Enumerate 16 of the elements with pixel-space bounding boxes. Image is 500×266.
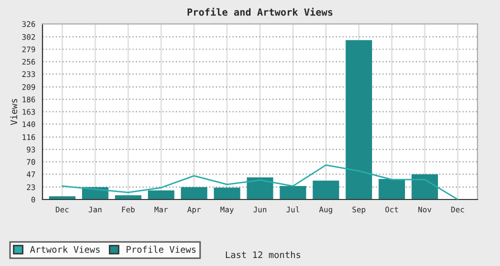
y-axis-title: Views [10,99,18,126]
bar [412,174,438,200]
legend-label: Artwork Views [30,246,100,253]
bar [115,195,142,200]
x-axis-title: Last 12 months [226,251,300,258]
bar [246,177,274,200]
bar [214,188,240,200]
bar [378,179,405,200]
bar [346,40,372,200]
bar [312,180,340,200]
line-series [62,164,458,200]
chart-title: Profile and Artwork Views [188,8,332,16]
legend-label: Profile Views [126,246,196,253]
bar [280,186,306,200]
bar [180,187,208,200]
bar [148,190,174,200]
